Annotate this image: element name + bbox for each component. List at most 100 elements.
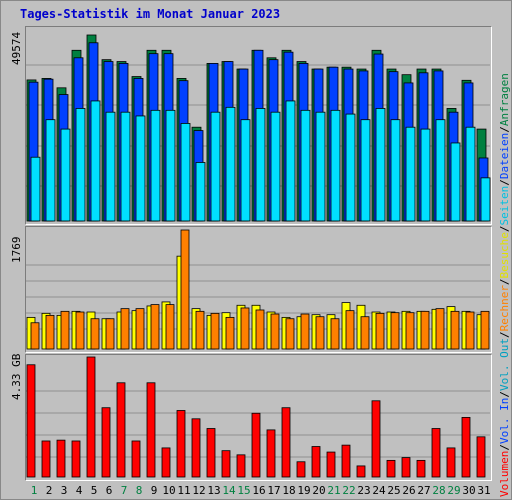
bar-volumen [311, 446, 321, 478]
bar-volumen [56, 439, 66, 478]
x-tick-label: 24 [372, 484, 386, 497]
bar-volumen [41, 440, 51, 478]
bar-seiten [285, 100, 296, 222]
bar-rechner [375, 312, 385, 350]
bar-volumen [461, 417, 471, 478]
bar-volumen [206, 428, 216, 478]
bar-seiten [165, 109, 176, 222]
bar-volumen [131, 440, 141, 478]
bar-seiten [195, 162, 206, 222]
bar-rechner [315, 316, 325, 350]
bar-volumen [116, 382, 126, 478]
bar-rechner [435, 308, 445, 350]
bar-volumen [281, 407, 291, 478]
bar-seiten [90, 100, 101, 222]
bar-volumen [326, 451, 336, 478]
bar-seiten [390, 119, 401, 222]
x-tick-label: 26 [402, 484, 415, 497]
bar-seiten [405, 126, 416, 222]
bar-seiten [420, 128, 431, 222]
bar-volumen [176, 410, 186, 478]
bar-volumen [236, 454, 246, 478]
bar-rechner [360, 316, 370, 350]
page-title: Tages-Statistik im Monat Januar 2023 [20, 7, 281, 21]
bar-rechner [45, 314, 55, 350]
bar-volumen [371, 400, 381, 478]
x-tick-label: 13 [207, 484, 220, 497]
bar-rechner [60, 310, 70, 350]
x-tick-label: 1 [31, 484, 38, 497]
bar-seiten [135, 115, 146, 222]
x-tick-label: 20 [312, 484, 325, 497]
bar-volumen [446, 447, 456, 478]
x-tick-label: 19 [297, 484, 310, 497]
bar-rechner [480, 310, 490, 350]
bar-volumen [296, 461, 306, 478]
bar-volumen [356, 465, 366, 478]
x-tick-label: 23 [357, 484, 370, 497]
bar-seiten [315, 111, 326, 222]
bar-seiten [30, 156, 41, 222]
bar-volumen [191, 418, 201, 478]
x-tick-label: 22 [342, 484, 355, 497]
bar-volumen [401, 457, 411, 478]
bar-rechner [135, 308, 145, 350]
x-tick-label: 2 [46, 484, 53, 497]
bar-seiten [210, 111, 221, 222]
bar-volumen [476, 436, 486, 478]
bar-seiten [240, 119, 251, 222]
x-tick-label: 30 [462, 484, 475, 497]
bar-volumen [221, 450, 231, 478]
bar-rechner [420, 310, 430, 350]
bar-seiten [435, 119, 446, 222]
bar-rechner [165, 304, 175, 350]
bar-seiten [150, 109, 161, 222]
bar-seiten [60, 128, 71, 222]
bar-volumen [386, 459, 396, 478]
bar-volumen [101, 407, 111, 478]
bar-volumen [266, 429, 276, 478]
x-tick-label: 21 [327, 484, 340, 497]
x-tick-label: 11 [177, 484, 190, 497]
x-tick-label: 31 [477, 484, 490, 497]
x-tick-label: 29 [447, 484, 460, 497]
x-tick-label: 7 [121, 484, 128, 497]
bar-rechner [105, 318, 115, 350]
bar-volumen [71, 440, 81, 478]
x-tick-label: 5 [91, 484, 98, 497]
bar-rechner [225, 316, 235, 350]
bar-rechner [330, 318, 340, 350]
x-tick-label: 27 [417, 484, 430, 497]
bar-rechner [300, 313, 310, 350]
bar-seiten [300, 109, 311, 222]
bar-rechner [465, 311, 475, 350]
bar-rechner [150, 304, 160, 350]
bar-seiten [180, 123, 191, 222]
bar-rechner [180, 229, 190, 350]
bar-volumen [341, 444, 351, 478]
bar-rechner [405, 312, 415, 350]
x-tick-label: 28 [432, 484, 445, 497]
bar-seiten [480, 177, 491, 222]
bar-rechner [285, 318, 295, 350]
bar-seiten [45, 119, 56, 222]
x-tick-label: 4 [76, 484, 83, 497]
bar-rechner [255, 309, 265, 350]
x-tick-label: 3 [61, 484, 68, 497]
x-tick-label: 6 [106, 484, 113, 497]
bar-rechner [270, 313, 280, 350]
bar-rechner [345, 310, 355, 350]
bar-seiten [225, 106, 236, 222]
x-tick-label: 14 [222, 484, 236, 497]
x-tick-label: 25 [387, 484, 400, 497]
bar-volumen [26, 364, 36, 478]
x-tick-label: 15 [237, 484, 250, 497]
bar-rechner [240, 307, 250, 350]
bar-seiten [450, 142, 461, 222]
bar-seiten [330, 109, 341, 222]
bar-seiten [375, 108, 386, 222]
x-tick-label: 18 [282, 484, 295, 497]
x-tick-label: 16 [252, 484, 265, 497]
bar-seiten [75, 108, 86, 222]
